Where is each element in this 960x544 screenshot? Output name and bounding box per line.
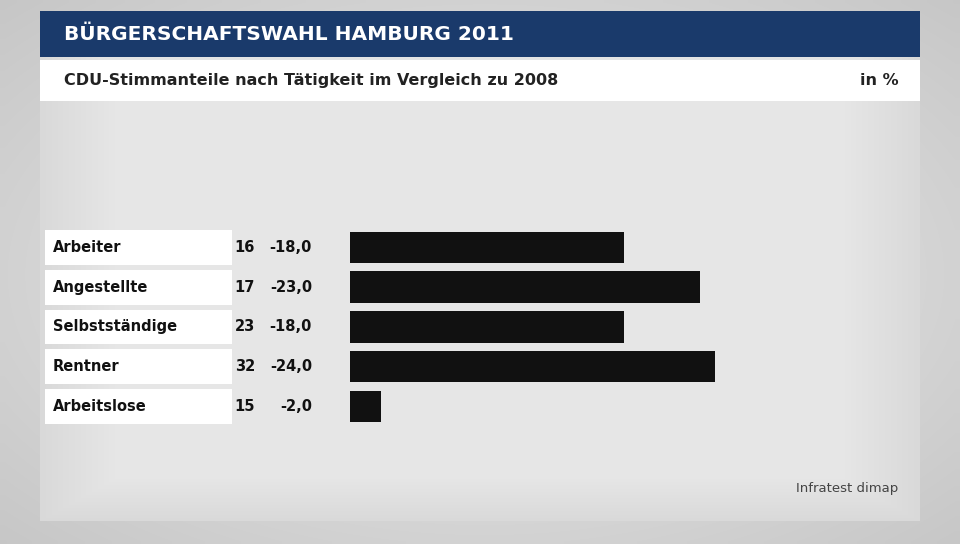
Bar	[45, 389, 232, 424]
Bar	[156, 88, 804, 456]
Bar	[45, 270, 232, 305]
Text: 16: 16	[234, 240, 255, 255]
Text: Infratest dimap: Infratest dimap	[796, 482, 899, 495]
Bar	[190, 108, 770, 436]
Bar	[69, 39, 891, 505]
Bar	[75, 42, 885, 502]
Bar	[92, 52, 868, 492]
Bar	[184, 104, 776, 440]
Bar	[161, 91, 799, 453]
Bar	[45, 349, 232, 384]
Bar	[173, 98, 787, 446]
Text: Selbstständige: Selbstständige	[53, 319, 177, 335]
Text: -24,0: -24,0	[270, 359, 312, 374]
Bar	[98, 55, 862, 489]
Text: Arbeiter: Arbeiter	[53, 240, 121, 255]
Text: Rentner: Rentner	[53, 359, 119, 374]
Bar	[202, 114, 758, 430]
Text: -23,0: -23,0	[270, 280, 312, 295]
Bar	[350, 391, 381, 422]
Bar	[40, 60, 920, 101]
Bar	[350, 311, 624, 343]
Text: CDU-Stimmanteile nach Tätigkeit im Vergleich zu 2008: CDU-Stimmanteile nach Tätigkeit im Vergl…	[64, 73, 559, 88]
Bar	[86, 49, 874, 495]
Bar	[144, 82, 816, 462]
Bar	[350, 271, 700, 303]
Bar	[179, 101, 781, 443]
Bar	[45, 230, 232, 265]
Bar	[138, 78, 822, 466]
Bar	[104, 59, 856, 485]
Bar	[167, 95, 793, 449]
Text: Arbeitslose: Arbeitslose	[53, 399, 147, 414]
Text: 17: 17	[234, 280, 255, 295]
Bar	[52, 29, 908, 515]
Text: in %: in %	[860, 73, 899, 88]
Bar	[121, 69, 839, 475]
Text: -2,0: -2,0	[280, 399, 312, 414]
Bar	[150, 85, 810, 459]
Bar	[196, 111, 764, 433]
Bar	[350, 232, 624, 263]
Bar	[63, 36, 897, 508]
Text: 15: 15	[234, 399, 255, 414]
Bar	[58, 33, 902, 511]
Bar	[132, 75, 828, 469]
Bar	[81, 46, 879, 498]
Text: 32: 32	[234, 359, 255, 374]
Bar	[45, 310, 232, 344]
Text: 23: 23	[234, 319, 255, 335]
Bar	[207, 118, 753, 426]
Text: BÜRGERSCHAFTSWAHL HAMBURG 2011: BÜRGERSCHAFTSWAHL HAMBURG 2011	[64, 24, 515, 44]
Text: -18,0: -18,0	[270, 319, 312, 335]
Bar	[350, 351, 715, 382]
Bar	[40, 11, 920, 57]
Text: Angestellte: Angestellte	[53, 280, 148, 295]
Bar	[115, 65, 845, 479]
Bar	[127, 72, 833, 472]
Bar	[109, 62, 851, 482]
Text: -18,0: -18,0	[270, 240, 312, 255]
